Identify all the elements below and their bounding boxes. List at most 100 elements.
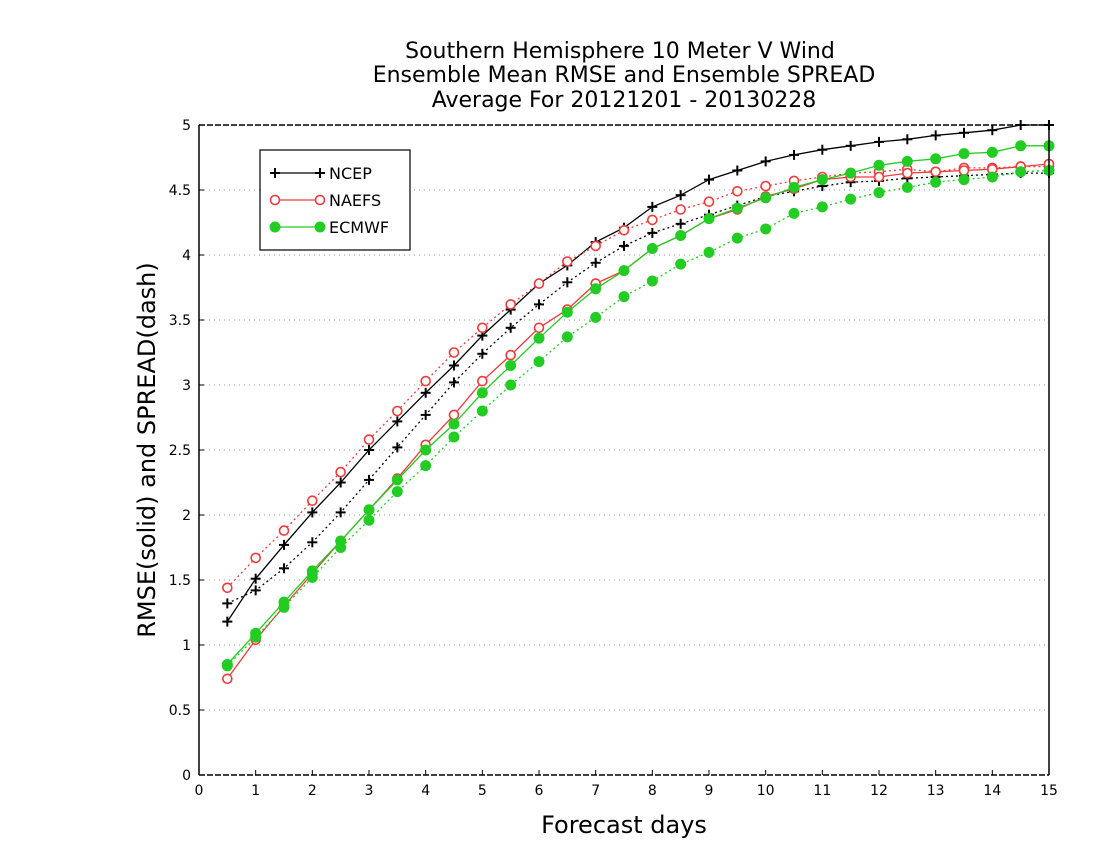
point-ncep-spread-0 [222,598,233,609]
point-ncep-spread-11 [534,299,544,310]
x-tick-label-13: 13 [927,783,945,799]
point-ncep-rmse-1 [250,573,261,584]
point-ecmwf-rmse-2 [278,596,290,608]
point-ecmwf-rmse-6 [391,474,403,486]
x-tick-label-10: 10 [757,783,775,799]
point-ecmwf-spread-17 [703,246,715,258]
point-ecmwf-rmse-10 [505,360,517,371]
point-naefs-spread-1 [250,552,261,564]
point-ecmwf-rmse-24 [901,155,913,167]
point-naefs-spread-2 [278,525,290,536]
point-ecmwf-rmse-19 [760,192,772,204]
point-ncep-rmse-0 [222,616,233,627]
title-line-2: Ensemble Mean RMSE and Ensemble SPREAD [373,63,876,88]
series-ecmwf-rmse-markers [221,140,1055,670]
point-ecmwf-spread-19 [760,223,772,235]
y-tick-label-9: 4.5 [169,183,191,199]
legend-marker-right-naefs [314,194,326,206]
point-naefs-spread-0 [222,582,233,594]
point-ecmwf-rmse-7 [420,444,432,456]
point-ecmwf-rmse-9 [476,387,488,399]
point-naefs-spread-10 [505,299,516,310]
point-ecmwf-rmse-3 [306,565,318,577]
x-tick-label-15: 15 [1040,783,1058,799]
point-ecmwf-spread-14 [618,291,630,303]
point-ncep-rmse-21 [817,144,828,155]
point-naefs-spread-19 [760,180,771,192]
legend-label-naefs: NAEFS [329,191,381,210]
point-ecmwf-rmse-27 [986,146,998,158]
y-tick-label-7: 3.5 [169,313,191,329]
point-ecmwf-rmse-25 [930,153,942,165]
point-ncep-rmse-3 [307,507,318,518]
point-ecmwf-rmse-18 [731,202,743,214]
x-tick-label-5: 5 [478,783,487,799]
point-ecmwf-rmse-21 [816,174,828,186]
y-tick-label-4: 2 [182,508,191,524]
point-ecmwf-spread-7 [420,460,432,472]
point-naefs-rmse-26 [958,165,970,176]
point-ecmwf-rmse-15 [646,243,658,254]
legend-item-ecmwf: ECMWF [269,218,389,237]
point-ecmwf-rmse-13 [590,283,602,295]
x-tick-label-3: 3 [365,783,374,799]
point-ncep-spread-9 [477,348,488,359]
x-tick-label-6: 6 [535,783,544,799]
point-ncep-rmse-8 [449,360,459,371]
point-ecmwf-spread-24 [901,181,913,193]
point-ncep-rmse-23 [874,136,884,147]
point-ncep-rmse-22 [845,140,856,151]
point-ncep-spread-2 [279,563,289,574]
point-ncep-spread-12 [562,277,573,288]
point-ncep-spread-7 [420,409,431,420]
y-tick-label-5: 2.5 [169,443,191,459]
point-naefs-spread-15 [647,214,658,226]
point-ecmwf-spread-16 [675,258,687,270]
point-ecmwf-rmse-20 [788,181,800,193]
legend-marker-left-ncep [270,168,280,178]
point-ecmwf-rmse-0 [221,659,233,670]
title-line-1: Southern Hemisphere 10 Meter V Wind [405,39,835,64]
y-tick-label-2: 1 [182,638,191,654]
point-ncep-rmse-17 [704,174,714,185]
chart-title: Southern Hemisphere 10 Meter V Wind Ense… [373,39,876,113]
point-ecmwf-rmse-28 [1015,140,1027,152]
point-ecmwf-spread-12 [561,331,573,343]
point-naefs-spread-5 [363,434,375,445]
y-tick-label-10: 5 [182,118,191,134]
point-ncep-rmse-26 [959,127,969,138]
series-ecmwf-spread-line [226,169,1050,667]
point-ncep-spread-15 [647,227,658,238]
point-ncep-rmse-7 [420,387,431,398]
y-axis-title: RMSE(solid) and SPREAD(dash) [133,262,161,638]
x-tick-label-0: 0 [195,783,204,799]
point-naefs-rmse-8 [448,409,460,421]
point-naefs-spread-11 [533,278,545,289]
point-ecmwf-rmse-11 [533,332,545,344]
point-ecmwf-rmse-1 [250,627,262,639]
point-ecmwf-spread-6 [391,486,403,498]
legend-label-ecmwf: ECMWF [329,218,389,237]
point-ncep-rmse-18 [732,165,743,176]
x-tick-label-12: 12 [870,783,888,799]
title-line-3: Average For 20121201 - 20130228 [432,88,817,113]
point-ecmwf-spread-26 [958,174,970,186]
point-naefs-rmse-0 [222,673,233,685]
legend-item-ncep: NCEP [270,164,372,183]
legend-marker-left-naefs [269,194,281,206]
x-tick-label-1: 1 [251,783,260,799]
x-tick-label-4: 4 [421,783,430,799]
point-ecmwf-spread-18 [731,232,743,244]
point-ecmwf-spread-5 [363,514,375,526]
point-ncep-rmse-15 [647,201,658,212]
point-ecmwf-spread-15 [646,275,658,287]
x-axis-title: Forecast days [541,811,707,839]
point-ecmwf-rmse-4 [335,535,347,547]
point-ncep-spread-1 [250,585,261,596]
point-ncep-spread-6 [392,442,403,453]
legend-marker-right-ecmwf [314,221,326,233]
point-ecmwf-spread-20 [788,207,800,219]
x-tick-label-8: 8 [648,783,657,799]
